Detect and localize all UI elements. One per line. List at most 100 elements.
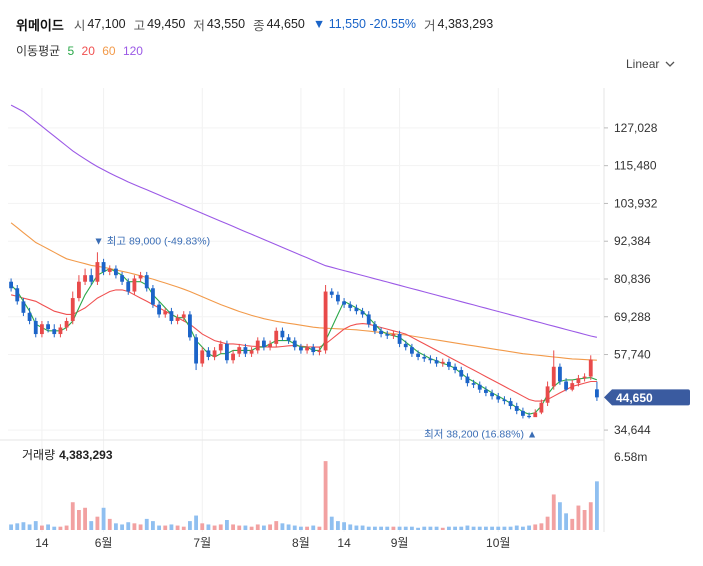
candle-body xyxy=(465,376,470,384)
candle-body xyxy=(484,389,488,393)
volume-bar xyxy=(410,526,414,530)
volume-bar xyxy=(114,523,118,530)
current-price-label: 44,650 xyxy=(616,391,653,405)
volume-bar xyxy=(385,526,390,530)
volume-bar xyxy=(255,524,260,530)
candle-body xyxy=(200,350,205,364)
candle-body xyxy=(262,340,266,348)
volume-bar xyxy=(188,521,192,530)
volume-bar xyxy=(169,524,174,530)
candle-body xyxy=(101,262,106,272)
candles xyxy=(9,252,599,419)
ma20-line xyxy=(10,289,597,402)
volume-bar xyxy=(533,524,538,530)
high-value: 49,450 xyxy=(147,17,186,31)
candle-body xyxy=(15,288,20,302)
candle-body xyxy=(447,361,451,367)
volume-bar xyxy=(27,524,32,530)
ma-legend-60: 60 xyxy=(102,44,116,58)
close-value: 44,650 xyxy=(266,17,305,31)
candle-body xyxy=(64,320,69,328)
candle-body xyxy=(373,324,377,331)
candle-body xyxy=(181,314,186,318)
price-axis: 127,028 115,480 103,932 92,384 80,836 69,288 5… xyxy=(604,121,690,437)
low-label: 저 xyxy=(193,18,205,33)
volume-bar xyxy=(477,526,482,530)
volume-bar xyxy=(274,521,279,530)
volume-bar xyxy=(471,526,476,530)
volume-bar xyxy=(175,525,180,530)
annotations: ▼ 최고 89,000 (-49.83%) 최저 38,200 (16.88%) … xyxy=(93,235,537,440)
candle-body xyxy=(527,415,531,418)
volume-bar xyxy=(200,523,205,530)
volume-bar xyxy=(595,481,599,530)
scale-selector[interactable]: Linear xyxy=(626,57,675,71)
candle-body xyxy=(342,301,346,305)
x-tick-label: 14 xyxy=(35,536,49,550)
candle-body xyxy=(151,288,155,305)
candle-body xyxy=(317,350,322,353)
volume-bar xyxy=(77,510,81,530)
volume-bar xyxy=(33,521,38,530)
volume-bar xyxy=(502,526,507,530)
candle-body xyxy=(551,366,556,387)
ma-legend-5: 5 xyxy=(67,44,75,58)
candle-body xyxy=(70,298,75,321)
volume-bar xyxy=(465,525,470,530)
candle-body xyxy=(194,337,198,364)
volume-bar xyxy=(521,526,525,530)
candle-body xyxy=(206,350,211,357)
candle-body xyxy=(496,396,501,400)
price-gridlines xyxy=(0,88,605,532)
x-tick-label: 6월 xyxy=(95,536,113,550)
volume-bar xyxy=(218,524,223,530)
candle-body xyxy=(428,358,433,361)
y-tick-label: 103,932 xyxy=(614,196,658,210)
candle-body xyxy=(336,294,340,302)
volume-bar xyxy=(422,526,427,530)
volume-bar xyxy=(206,524,211,530)
volume-bar xyxy=(403,526,408,530)
candle-body xyxy=(163,311,168,315)
volume-label: 거 xyxy=(424,18,436,33)
candle-body xyxy=(243,347,248,354)
candle-body xyxy=(292,340,297,348)
x-tick-label: 14 xyxy=(337,536,351,550)
ma-legend-title: 이동평균 xyxy=(16,44,61,58)
volume-bar xyxy=(545,516,550,530)
candle-body xyxy=(416,353,420,357)
volume-bar xyxy=(101,507,106,530)
candle-body xyxy=(422,356,427,359)
volume-bar xyxy=(342,522,346,530)
volume-bar xyxy=(329,516,334,530)
volume-bar xyxy=(70,502,75,530)
candle-body xyxy=(311,347,316,353)
ma60-line xyxy=(10,222,597,361)
volume-bar xyxy=(576,505,581,530)
volume-bar xyxy=(144,518,149,530)
low-value: 43,550 xyxy=(206,17,246,31)
date-axis: 14 6월 7월 8월 14 9월 10월 xyxy=(35,536,510,550)
candle-body xyxy=(434,360,439,364)
candle-body xyxy=(255,340,260,351)
volume-bar xyxy=(447,526,451,530)
volume-bar xyxy=(354,525,359,530)
candle-body xyxy=(539,402,544,413)
volume-bar xyxy=(132,523,137,530)
candle-body xyxy=(212,350,217,357)
candle-body xyxy=(138,275,143,279)
candle-body xyxy=(576,378,581,384)
change-value: ▼ 11,550 -20.55% xyxy=(312,17,417,31)
volume-panel-value: 4,383,293 xyxy=(59,448,113,462)
stock-header: 위메이드 시 47,100 고 49,450 저 43,550 종 44,650… xyxy=(16,14,501,34)
candle-body xyxy=(218,343,223,351)
volume-bar xyxy=(527,525,531,530)
volume-bar xyxy=(89,521,94,530)
chevron-down-icon xyxy=(665,61,675,67)
candle-body xyxy=(268,343,272,348)
candle-body xyxy=(570,383,575,390)
candle-body xyxy=(107,268,112,272)
candle-body xyxy=(274,330,279,344)
candle-body xyxy=(508,401,513,407)
